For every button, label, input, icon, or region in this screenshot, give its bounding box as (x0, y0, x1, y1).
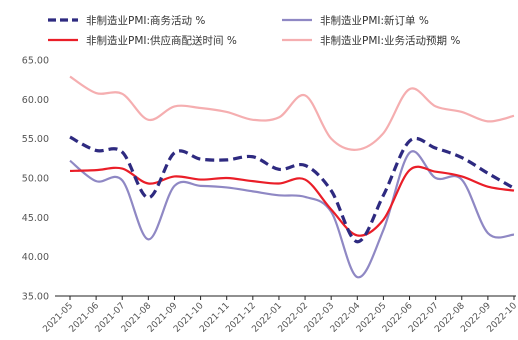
y-tick-label: 40.00 (22, 252, 49, 263)
y-tick-label: 60.00 (22, 95, 49, 106)
y-tick-label: 65.00 (22, 56, 49, 67)
plot-area (69, 75, 515, 279)
series-line-business-activity (69, 135, 515, 244)
y-axis: 35.00 40.00 45.00 50.00 55.00 60.00 65.00 (22, 56, 49, 303)
x-axis: 2021-052021-062021-072021-082021-092021-… (41, 295, 518, 335)
y-tick-label: 45.00 (22, 213, 49, 224)
series-line-new-orders (69, 150, 515, 279)
y-tick-label: 35.00 (22, 292, 49, 303)
legend-label: 非制造业PMI:供应商配送时间 % (86, 34, 237, 47)
legend-label: 非制造业PMI:商务活动 % (86, 14, 205, 27)
series-line-business-expectation (69, 75, 515, 151)
legend-label: 非制造业PMI:业务活动预期 % (320, 34, 460, 47)
legend: 非制造业PMI:商务活动 % 非制造业PMI:新订单 % 非制造业PMI:供应商配送… (48, 14, 460, 47)
series-line-supplier-delivery (69, 165, 515, 237)
y-tick-label: 50.00 (22, 174, 49, 185)
legend-label: 非制造业PMI:新订单 % (320, 14, 429, 27)
y-tick-label: 55.00 (22, 134, 49, 145)
